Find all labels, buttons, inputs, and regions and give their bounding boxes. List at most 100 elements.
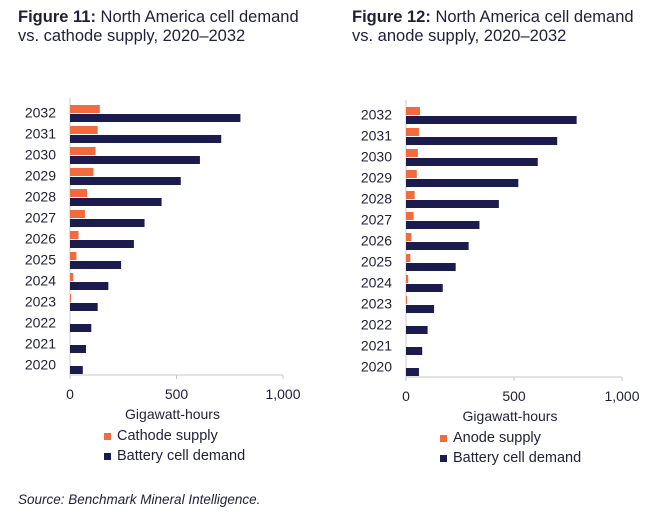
bar-battery-cell-demand-2028 bbox=[70, 198, 162, 206]
bar-battery-cell-demand-2025 bbox=[70, 261, 122, 269]
bar-battery-cell-demand-2021 bbox=[70, 345, 86, 353]
y-tick-label: 2022 bbox=[25, 315, 56, 331]
bar-cathode-supply-2026 bbox=[70, 231, 79, 239]
x-tick-label: 0 bbox=[402, 388, 410, 404]
figure-12: Figure 12: North America cell demand vs.… bbox=[352, 8, 642, 466]
bar-anode-supply-2026 bbox=[406, 233, 412, 241]
legend-item-anode-supply: Anode supply bbox=[440, 428, 581, 448]
y-tick-label: 2032 bbox=[361, 107, 392, 123]
bar-cathode-supply-2028 bbox=[70, 189, 88, 197]
bar-battery-cell-demand-2031 bbox=[70, 135, 222, 143]
legend-swatch-supply bbox=[104, 432, 111, 440]
bar-anode-supply-2027 bbox=[406, 212, 414, 220]
bar-battery-cell-demand-2024 bbox=[70, 282, 109, 290]
figure-12-legend: Anode supply Battery cell demand bbox=[440, 428, 581, 468]
x-axis-title: Gigawatt-hours bbox=[463, 408, 558, 424]
legend-swatch-demand bbox=[104, 452, 111, 460]
y-tick-label: 2024 bbox=[25, 273, 56, 289]
source-note: Source: Benchmark Mineral Intelligence. bbox=[18, 492, 261, 507]
bar-battery-cell-demand-2020 bbox=[70, 366, 83, 374]
x-tick-label: 500 bbox=[502, 388, 526, 404]
figure-12-number: Figure 12: bbox=[352, 8, 431, 26]
bar-battery-cell-demand-2022 bbox=[406, 326, 428, 334]
figure-11-chart: 2032 2031 2030 2029 2028 2027 2026 2025 2024 2023… bbox=[25, 98, 301, 422]
bar-cathode-supply-2024 bbox=[70, 273, 74, 281]
bar-cathode-supply-2027 bbox=[70, 210, 85, 218]
bar-battery-cell-demand-2032 bbox=[406, 116, 577, 124]
y-tick-label: 2020 bbox=[25, 357, 56, 373]
figure-12-chart: 2032 2031 2030 2029 2028 2027 2026 2025 2024 2023… bbox=[361, 100, 640, 424]
x-tick-label: 1,000 bbox=[604, 388, 639, 404]
bar-anode-supply-2024 bbox=[406, 275, 409, 283]
bar-battery-cell-demand-2030 bbox=[406, 158, 538, 166]
bar-anode-supply-2023 bbox=[406, 296, 408, 304]
bar-battery-cell-demand-2021 bbox=[406, 347, 423, 355]
x-tick-label: 500 bbox=[165, 386, 189, 402]
y-tick-label: 2029 bbox=[25, 168, 56, 184]
bar-cathode-supply-2031 bbox=[70, 126, 98, 134]
y-tick-label: 2025 bbox=[25, 252, 56, 268]
bar-battery-cell-demand-2026 bbox=[406, 242, 469, 250]
bar-battery-cell-demand-2029 bbox=[406, 179, 519, 187]
legend-label-battery-cell-demand: Battery cell demand bbox=[117, 448, 246, 464]
bar-battery-cell-demand-2029 bbox=[70, 177, 181, 185]
bar-anode-supply-2031 bbox=[406, 128, 419, 136]
y-tick-label: 2023 bbox=[25, 294, 56, 310]
legend-label-anode-supply: Anode supply bbox=[453, 430, 541, 446]
y-tick-label: 2027 bbox=[25, 210, 56, 226]
y-tick-label: 2032 bbox=[25, 105, 56, 121]
y-tick-label: 2028 bbox=[25, 189, 56, 205]
y-tick-label: 2027 bbox=[361, 212, 392, 228]
bar-battery-cell-demand-2022 bbox=[70, 324, 92, 332]
y-tick-label: 2031 bbox=[25, 126, 56, 142]
y-tick-label: 2023 bbox=[361, 296, 392, 312]
legend-swatch-demand bbox=[440, 454, 447, 462]
bar-cathode-supply-2023 bbox=[70, 294, 72, 302]
bar-battery-cell-demand-2031 bbox=[406, 137, 558, 145]
figure-11-legend: Cathode supply Battery cell demand bbox=[104, 426, 245, 466]
bar-battery-cell-demand-2032 bbox=[70, 114, 241, 122]
y-tick-label: 2026 bbox=[25, 231, 56, 247]
bar-anode-supply-2029 bbox=[406, 170, 417, 178]
bar-cathode-supply-2025 bbox=[70, 252, 77, 260]
bar-anode-supply-2025 bbox=[406, 254, 411, 262]
y-tick-label: 2021 bbox=[361, 338, 392, 354]
bar-battery-cell-demand-2030 bbox=[70, 156, 200, 164]
x-tick-label: 1,000 bbox=[265, 386, 300, 402]
bar-battery-cell-demand-2023 bbox=[70, 303, 98, 311]
figure-11-number: Figure 11: bbox=[18, 8, 96, 26]
y-tick-label: 2024 bbox=[361, 275, 392, 291]
figure-11-title: Figure 11: North America cell demand vs.… bbox=[18, 8, 308, 45]
bar-battery-cell-demand-2027 bbox=[70, 219, 145, 227]
bar-anode-supply-2032 bbox=[406, 107, 421, 115]
y-tick-label: 2030 bbox=[361, 149, 392, 165]
legend-label-cathode-supply: Cathode supply bbox=[117, 428, 218, 444]
legend-swatch-supply bbox=[440, 434, 447, 442]
y-tick-label: 2026 bbox=[361, 233, 392, 249]
bar-battery-cell-demand-2027 bbox=[406, 221, 480, 229]
y-tick-label: 2020 bbox=[361, 359, 392, 375]
bar-battery-cell-demand-2025 bbox=[406, 263, 456, 271]
bar-anode-supply-2030 bbox=[406, 149, 418, 157]
bar-cathode-supply-2030 bbox=[70, 147, 96, 155]
legend-item-cathode-supply: Cathode supply bbox=[104, 426, 245, 446]
y-tick-label: 2030 bbox=[25, 147, 56, 163]
bar-battery-cell-demand-2023 bbox=[406, 305, 435, 313]
bar-battery-cell-demand-2026 bbox=[70, 240, 134, 248]
bar-battery-cell-demand-2020 bbox=[406, 368, 419, 376]
figure-11: Figure 11: North America cell demand vs.… bbox=[18, 8, 308, 464]
y-tick-label: 2029 bbox=[361, 170, 392, 186]
x-tick-label: 0 bbox=[66, 386, 74, 402]
legend-label-battery-cell-demand: Battery cell demand bbox=[453, 450, 582, 466]
y-tick-label: 2031 bbox=[361, 128, 392, 144]
figure-12-title: Figure 12: North America cell demand vs.… bbox=[352, 8, 642, 45]
bar-battery-cell-demand-2028 bbox=[406, 200, 499, 208]
legend-item-battery-cell-demand: Battery cell demand bbox=[104, 446, 245, 466]
figure-12-title-text: North America cell demand vs. anode supp… bbox=[352, 8, 634, 45]
bar-cathode-supply-2029 bbox=[70, 168, 94, 176]
y-tick-label: 2022 bbox=[361, 317, 392, 333]
bar-anode-supply-2028 bbox=[406, 191, 415, 199]
y-tick-label: 2021 bbox=[25, 336, 56, 352]
y-tick-label: 2028 bbox=[361, 191, 392, 207]
bar-cathode-supply-2032 bbox=[70, 105, 100, 113]
